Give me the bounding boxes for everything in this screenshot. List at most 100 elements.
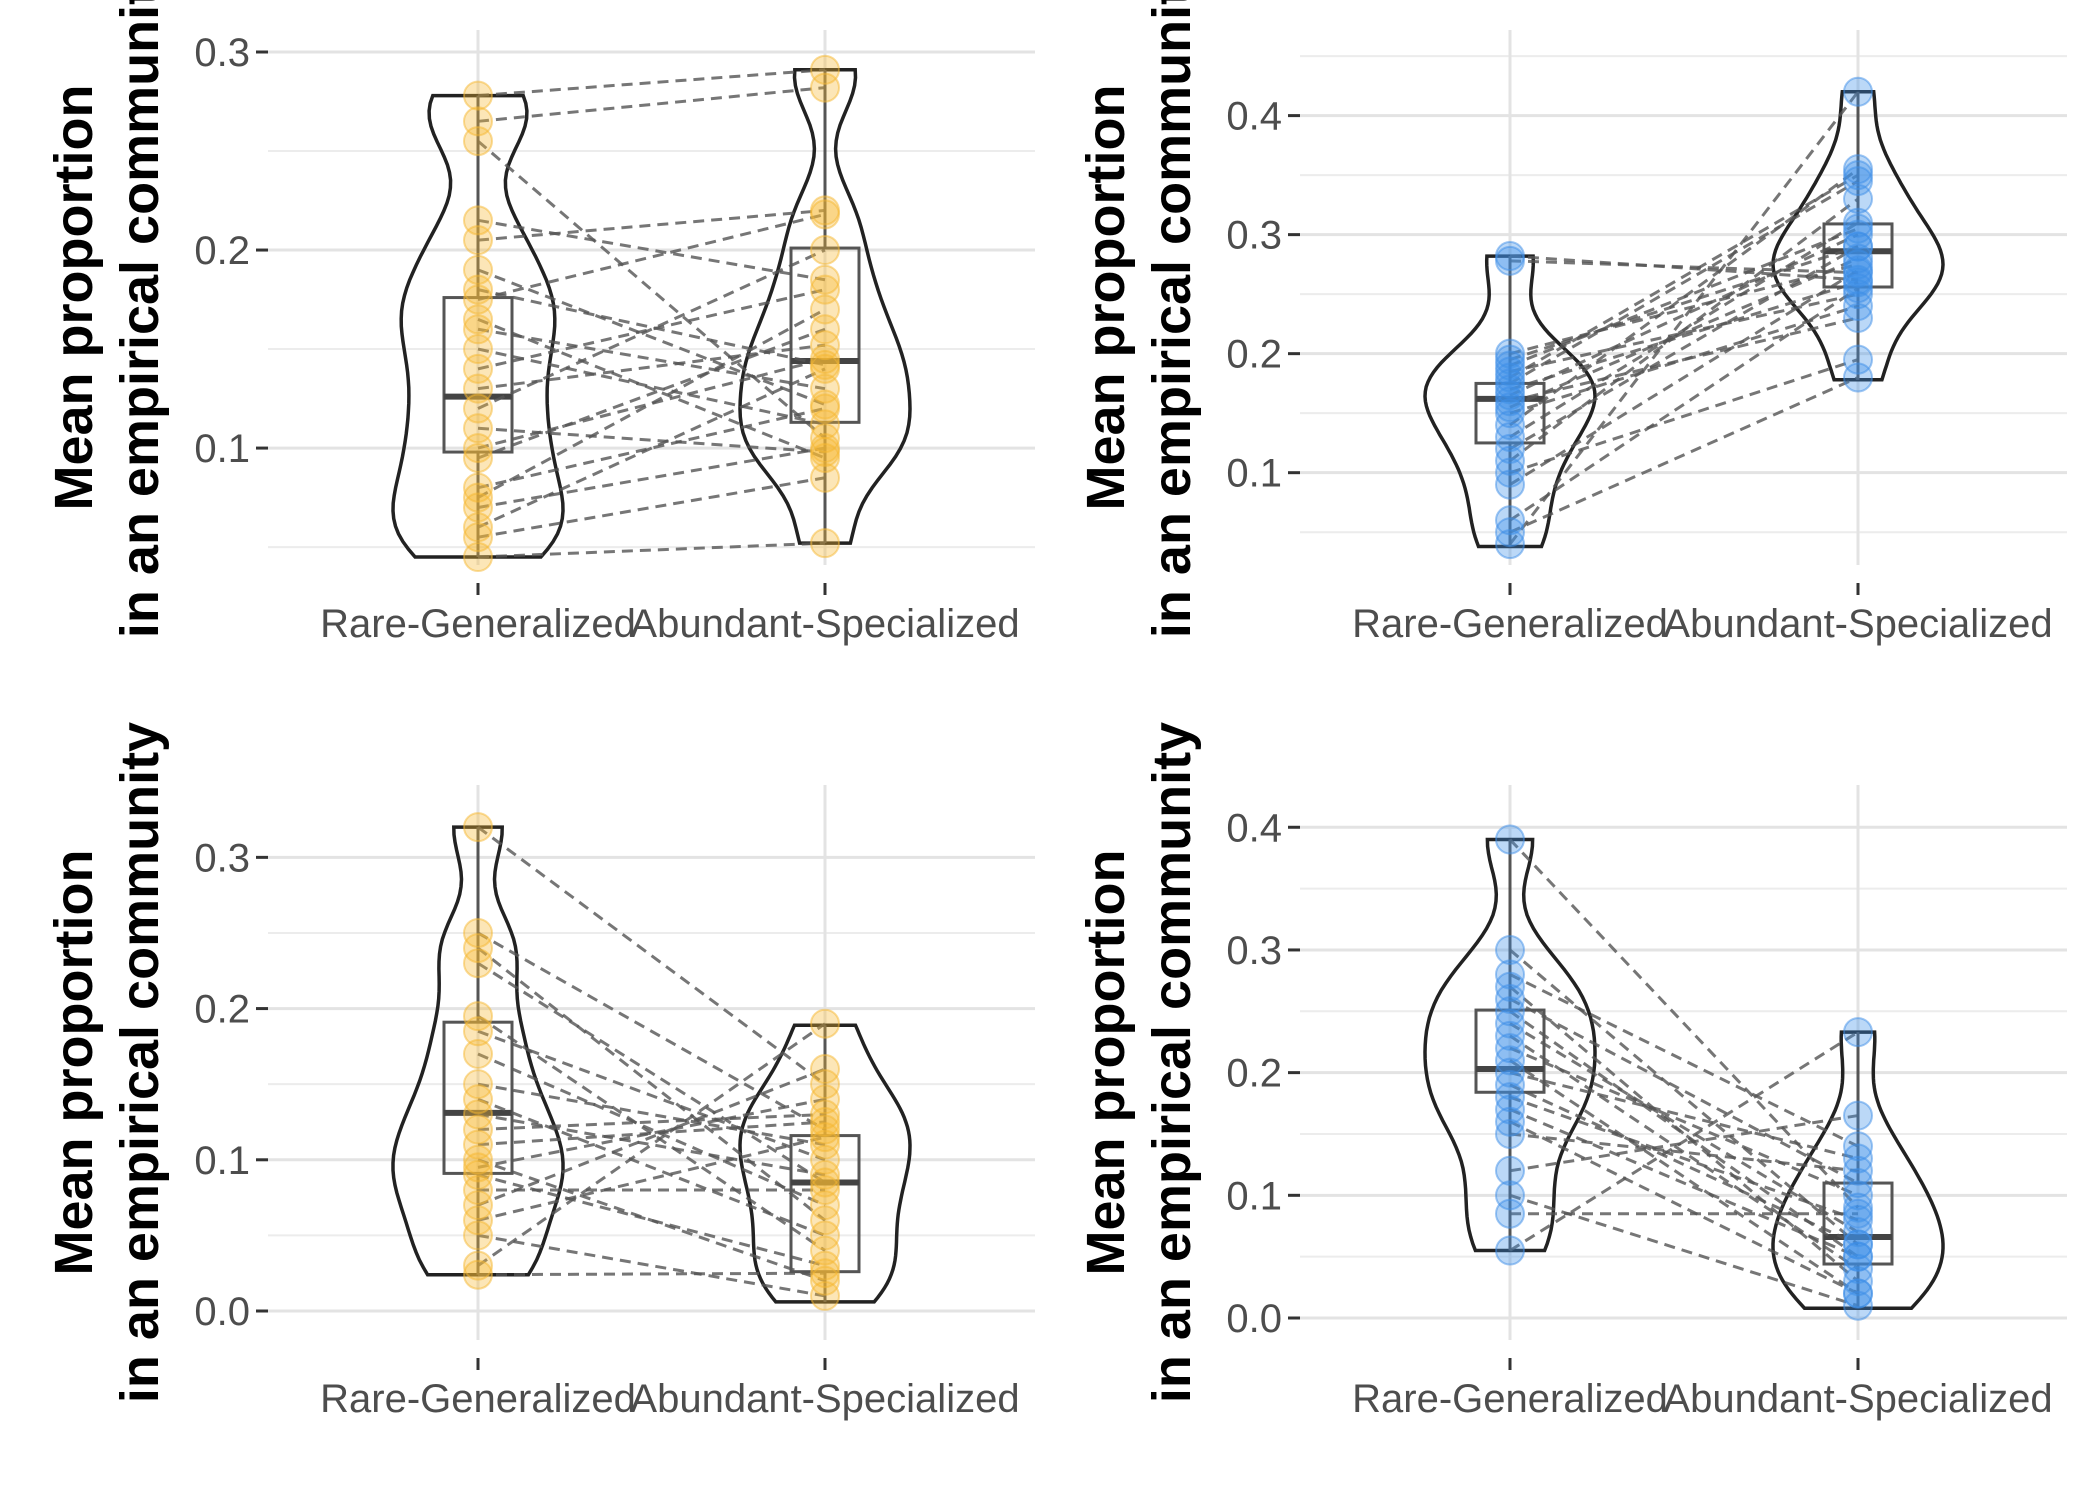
data-point bbox=[1495, 959, 1525, 990]
x-tick-label: Rare-Generalized bbox=[1352, 1377, 1668, 1421]
paired-line bbox=[1509, 1059, 1859, 1295]
data-point bbox=[810, 1122, 840, 1153]
data-point bbox=[1495, 410, 1525, 441]
data-point bbox=[810, 1205, 840, 1236]
gridlines bbox=[268, 785, 1035, 1340]
x-tick-label: Rare-Generalized bbox=[1352, 602, 1668, 646]
data-point bbox=[1843, 1198, 1873, 1229]
paired-line bbox=[1509, 997, 1859, 1185]
paired-line bbox=[477, 541, 826, 559]
paired-line bbox=[477, 343, 826, 391]
paired-line bbox=[477, 1052, 826, 1207]
data-point bbox=[1495, 505, 1525, 536]
data-point bbox=[1495, 1045, 1525, 1076]
data-point bbox=[1495, 984, 1525, 1015]
data-point bbox=[810, 462, 840, 493]
data-point bbox=[810, 1250, 840, 1281]
y-tick-label: 0.2 bbox=[1226, 1052, 1282, 1096]
data-point bbox=[1843, 207, 1873, 238]
violin-abundant-specialized bbox=[1771, 90, 1945, 382]
y-tick-label: 0.2 bbox=[194, 988, 250, 1032]
paired-line bbox=[477, 288, 826, 371]
paired-line bbox=[477, 1112, 826, 1132]
data-point bbox=[1843, 1131, 1873, 1162]
paired-line bbox=[477, 476, 826, 539]
data-point bbox=[810, 294, 840, 325]
data-point bbox=[1495, 1106, 1525, 1137]
paired-line bbox=[477, 446, 826, 509]
data-point bbox=[810, 1280, 840, 1311]
data-point bbox=[463, 442, 493, 473]
y-axis-title: Mean proportion bbox=[1076, 85, 1136, 511]
data-point bbox=[1843, 1253, 1873, 1284]
paired-line bbox=[477, 1158, 826, 1283]
y-axis-title: in an empirical community bbox=[110, 722, 170, 1403]
data-point bbox=[1495, 1235, 1525, 1266]
data-point bbox=[463, 126, 493, 157]
x-tick-label: Abundant-Specialized bbox=[630, 602, 1019, 646]
violin-abundant-specialized bbox=[738, 1023, 912, 1304]
data-point bbox=[1495, 398, 1525, 429]
paired-line bbox=[1509, 245, 1859, 362]
y-axis-title: Mean proportion bbox=[44, 85, 104, 511]
data-point bbox=[810, 54, 840, 85]
data-point bbox=[810, 1129, 840, 1160]
data-point bbox=[810, 1069, 840, 1100]
paired-line bbox=[1509, 173, 1859, 379]
paired-line bbox=[1509, 1120, 1859, 1295]
paired-line bbox=[477, 68, 826, 98]
data-point bbox=[463, 917, 493, 948]
paired-line bbox=[1508, 838, 1860, 1209]
data-point bbox=[463, 542, 493, 572]
paired-line bbox=[1509, 1193, 1859, 1308]
data-point bbox=[1495, 433, 1525, 464]
violin-abundant-specialized bbox=[1771, 1030, 1945, 1310]
paired-line bbox=[1509, 1083, 1859, 1246]
data-point bbox=[1843, 302, 1873, 333]
data-point bbox=[810, 1106, 840, 1137]
data-point bbox=[463, 433, 493, 464]
data-point bbox=[1843, 362, 1873, 393]
data-point bbox=[463, 1001, 493, 1032]
data-point bbox=[463, 1159, 493, 1190]
panel-top-left: 0.1 0.2 0.3 Rare-GeneralizedAbundant-Specia… bbox=[44, 0, 1035, 646]
data-point bbox=[463, 225, 493, 256]
data-point bbox=[463, 948, 493, 979]
paired-line bbox=[477, 357, 826, 450]
violin-rare-generalized bbox=[391, 825, 565, 1277]
paired-line bbox=[1509, 233, 1859, 397]
paired-line bbox=[477, 139, 826, 440]
paired-line bbox=[1509, 292, 1859, 373]
paired-line bbox=[477, 1067, 826, 1207]
y-tick-label: 0.1 bbox=[194, 1139, 250, 1183]
paired-line bbox=[1509, 1030, 1859, 1252]
paired-line bbox=[1509, 286, 1859, 522]
data-point bbox=[810, 1084, 840, 1115]
paired-line bbox=[1509, 1114, 1859, 1173]
paired-line bbox=[477, 1271, 826, 1277]
data-point bbox=[463, 482, 493, 513]
y-tick-label: 0.1 bbox=[1226, 1174, 1282, 1218]
y-tick-label: 0.3 bbox=[1226, 214, 1282, 258]
data-point bbox=[1495, 1082, 1525, 1113]
data-point bbox=[1843, 1017, 1873, 1048]
data-point bbox=[810, 264, 840, 295]
y-tick-label: 0.3 bbox=[194, 836, 250, 880]
paired-line bbox=[477, 327, 826, 460]
x-tick-label: Abundant-Specialized bbox=[630, 1377, 1019, 1421]
data-point bbox=[1843, 76, 1873, 107]
data-point bbox=[1495, 457, 1525, 488]
data-point bbox=[1495, 1008, 1525, 1039]
y-tick-label: 0.4 bbox=[1226, 806, 1282, 850]
data-point bbox=[1495, 517, 1525, 548]
y-tick-label: 0.1 bbox=[1226, 452, 1282, 496]
y-axis-title: Mean proportion bbox=[1076, 850, 1136, 1276]
data-point bbox=[463, 1205, 493, 1236]
paired-line bbox=[477, 825, 826, 1086]
data-point bbox=[463, 1259, 493, 1290]
data-point bbox=[810, 1258, 840, 1289]
y-tick-label: 0.3 bbox=[194, 31, 250, 75]
data-point bbox=[1495, 1033, 1525, 1064]
paired-line bbox=[1509, 254, 1859, 282]
data-point bbox=[810, 1114, 840, 1145]
